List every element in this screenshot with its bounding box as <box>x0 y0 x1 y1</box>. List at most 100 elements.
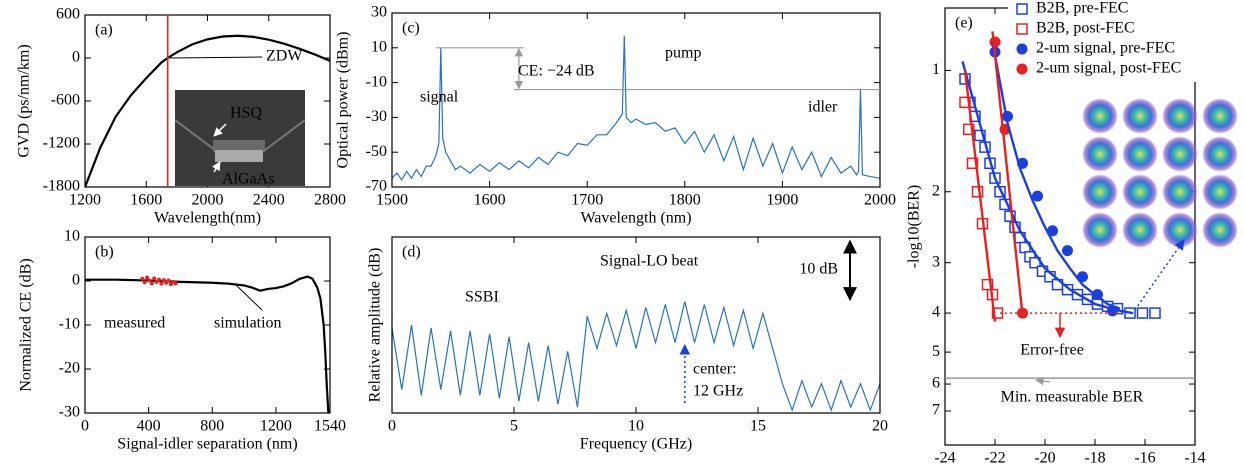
marker-dot <box>149 281 154 286</box>
marker-dot <box>142 280 147 285</box>
legend-marker <box>1016 63 1028 75</box>
constellation-point <box>1082 212 1118 248</box>
legend-label: B2B, pre-FEC <box>1036 0 1128 17</box>
inset-algaas <box>215 150 263 162</box>
plot-area <box>959 31 1161 322</box>
y-tick-label: 600 <box>56 6 80 23</box>
y-tick-label: 3 <box>932 253 940 270</box>
annotation: AlGaAs <box>222 171 274 188</box>
inset-image <box>175 90 305 186</box>
marker-dot <box>152 276 157 281</box>
marker-square <box>1149 307 1161 319</box>
marker-dot <box>156 277 161 282</box>
annotation: signal <box>420 89 459 106</box>
annotation: CE: −24 dB <box>518 63 595 80</box>
annotation: Error-free <box>1020 342 1084 359</box>
marker-circle <box>1062 245 1073 257</box>
y-tick-label: 0 <box>72 49 80 66</box>
y-tick-label: 10 <box>371 38 387 55</box>
x-tick-label: -18 <box>1084 450 1105 467</box>
y-tick-label: -10 <box>366 73 387 90</box>
y-tick-label: 30 <box>371 4 387 21</box>
marker-square <box>991 307 1004 319</box>
x-axis-title: Wavelength (nm) <box>580 210 691 227</box>
series-label: simulation <box>214 315 282 332</box>
y-axis-title: GVD (ps/nm/km) <box>16 44 33 157</box>
plot-area <box>392 301 880 412</box>
annotation: idler <box>808 99 838 116</box>
plot-area <box>392 35 880 182</box>
x-tick-label: 5 <box>510 418 518 435</box>
legend-marker <box>1016 23 1028 35</box>
x-axis-title: Frequency (GHz) <box>580 436 692 453</box>
data-line <box>392 35 880 182</box>
annotation: Min. measurable BER <box>1001 389 1144 406</box>
plot-frame <box>391 12 881 188</box>
scale-bar-label: 10 dB <box>799 261 838 278</box>
y-axis-title: Normalized CE (dB) <box>18 258 35 391</box>
marker-square <box>966 157 979 170</box>
plot-area <box>85 34 330 187</box>
x-tick-label: 800 <box>200 418 224 435</box>
x-tick-label: 0 <box>81 418 89 435</box>
x-tick-label: 1600 <box>130 192 162 209</box>
x-tick-label: -24 <box>934 450 955 467</box>
annotation: pump <box>665 45 701 62</box>
marker-circle <box>1032 190 1043 202</box>
y-tick-label: -20 <box>59 360 80 377</box>
panel-label: (d) <box>402 244 421 261</box>
y-tick-label: 6 <box>932 375 940 392</box>
legend-label: 2-um signal, post-FEC <box>1036 60 1181 77</box>
x-tick-label: 20 <box>872 418 888 435</box>
annotation: 12 GHz <box>693 383 743 400</box>
y-tick-label: 5 <box>932 343 940 360</box>
annotation: center: <box>693 361 737 378</box>
y-axis-title: -log10(BER) <box>906 185 923 269</box>
x-tick-label: 400 <box>137 418 161 435</box>
data-line <box>85 275 330 413</box>
y-tick-label: -30 <box>59 404 80 421</box>
y-tick-label: -70 <box>366 178 387 195</box>
legend-marker <box>1016 43 1028 55</box>
marker-dot <box>147 278 152 283</box>
constellation-point <box>1082 136 1118 172</box>
panel-label: (b) <box>95 244 114 261</box>
y-tick-label: 0 <box>72 272 80 289</box>
y-tick-label: -10 <box>59 316 80 333</box>
constellation-point <box>1122 212 1158 248</box>
x-tick-label: 1900 <box>766 192 798 209</box>
x-tick-label: 1540 <box>314 418 346 435</box>
marker-dot <box>166 278 171 283</box>
x-tick-label: 2000 <box>864 192 896 209</box>
x-tick-label: 1500 <box>376 192 408 209</box>
constellation-point <box>1162 136 1198 172</box>
constellation-point <box>1082 174 1118 210</box>
inset-arrow <box>213 123 227 137</box>
annotation: Signal-LO beat <box>600 253 699 270</box>
plot-area <box>85 275 330 413</box>
constellation-point <box>1162 98 1198 134</box>
legend-box <box>1008 0 1242 82</box>
y-tick-label: 7 <box>932 402 940 419</box>
constellation-point <box>1162 212 1198 248</box>
marker-dot <box>145 275 150 280</box>
x-axis-title: Signal-idler separation (nm) <box>117 436 297 453</box>
panel-label: (e) <box>955 15 973 32</box>
constellation-point <box>1122 174 1158 210</box>
fit-line <box>963 70 997 322</box>
marker-square <box>971 185 984 198</box>
fit-line <box>991 31 1024 316</box>
x-tick-label: 1200 <box>69 192 101 209</box>
panel-label: (c) <box>402 20 420 37</box>
legend-label: B2B, post-FEC <box>1036 20 1135 37</box>
marker-dot <box>159 281 164 286</box>
x-tick-label: -14 <box>1184 450 1205 467</box>
y-tick-label: 10 <box>64 228 80 245</box>
data-line <box>85 34 330 187</box>
fit-line <box>991 41 1121 310</box>
annotation: ZDW <box>266 48 303 65</box>
y-tick-label: -50 <box>366 143 387 160</box>
x-tick-label: 2400 <box>253 192 285 209</box>
annotation: SSBI <box>465 289 499 306</box>
x-tick-label: -16 <box>1134 450 1155 467</box>
